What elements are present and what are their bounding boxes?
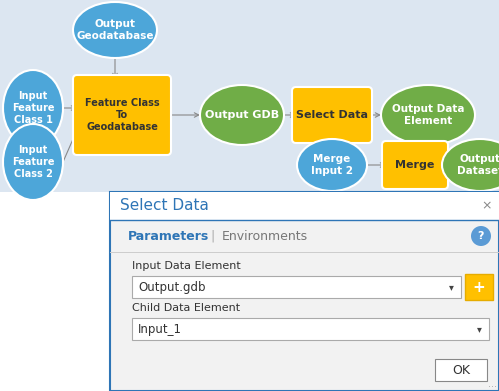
Ellipse shape bbox=[3, 124, 63, 200]
Text: ▾: ▾ bbox=[477, 324, 482, 334]
FancyBboxPatch shape bbox=[132, 318, 489, 340]
Text: ▾: ▾ bbox=[449, 282, 454, 292]
Ellipse shape bbox=[73, 2, 157, 58]
FancyBboxPatch shape bbox=[110, 192, 499, 391]
Text: Input Data Element: Input Data Element bbox=[132, 261, 241, 271]
Text: +: + bbox=[473, 280, 486, 294]
Text: Input
Feature
Class 2: Input Feature Class 2 bbox=[12, 145, 54, 179]
Text: Environments: Environments bbox=[222, 230, 308, 242]
Text: Merge
Input 2: Merge Input 2 bbox=[311, 154, 353, 176]
Text: ?: ? bbox=[478, 231, 484, 241]
Text: Output GDB: Output GDB bbox=[205, 110, 279, 120]
Text: Select Data: Select Data bbox=[296, 110, 368, 120]
Ellipse shape bbox=[442, 139, 499, 191]
Ellipse shape bbox=[381, 85, 475, 145]
Text: Output
Geodatabase: Output Geodatabase bbox=[76, 19, 154, 41]
Text: Parameters: Parameters bbox=[128, 230, 209, 242]
Text: ···: ··· bbox=[489, 382, 498, 391]
Text: Child Data Element: Child Data Element bbox=[132, 303, 240, 313]
FancyBboxPatch shape bbox=[292, 87, 372, 143]
FancyBboxPatch shape bbox=[382, 141, 448, 189]
Text: Output Data
Element: Output Data Element bbox=[392, 104, 464, 126]
Ellipse shape bbox=[200, 85, 284, 145]
FancyBboxPatch shape bbox=[110, 192, 499, 220]
Text: Input
Feature
Class 1: Input Feature Class 1 bbox=[12, 91, 54, 126]
FancyBboxPatch shape bbox=[465, 274, 493, 300]
Text: OK: OK bbox=[452, 364, 470, 377]
Text: Feature Class
To
Geodatabase: Feature Class To Geodatabase bbox=[85, 98, 159, 133]
Text: |: | bbox=[210, 230, 214, 242]
Text: Merge: Merge bbox=[395, 160, 435, 170]
Text: Input_1: Input_1 bbox=[138, 323, 182, 335]
FancyBboxPatch shape bbox=[0, 0, 499, 192]
FancyBboxPatch shape bbox=[73, 75, 171, 155]
Text: Output.gdb: Output.gdb bbox=[138, 280, 206, 294]
Ellipse shape bbox=[297, 139, 367, 191]
Ellipse shape bbox=[3, 70, 63, 146]
Circle shape bbox=[471, 226, 491, 246]
Text: Select Data: Select Data bbox=[120, 199, 209, 213]
Text: ×: × bbox=[482, 199, 492, 212]
FancyBboxPatch shape bbox=[435, 359, 487, 381]
FancyBboxPatch shape bbox=[132, 276, 461, 298]
Text: Output
Dataset: Output Dataset bbox=[457, 154, 499, 176]
